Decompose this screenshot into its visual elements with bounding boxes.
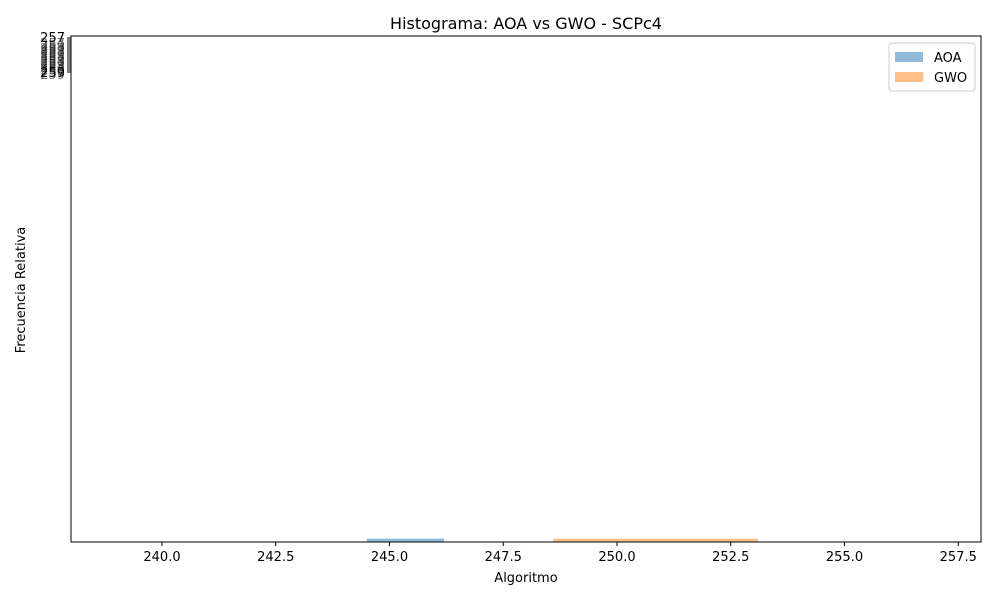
x-tick-label: 252.5 (712, 550, 749, 565)
y-tick-label-overlap: 259 (40, 39, 65, 54)
y-tick-label-overlap: 259 (40, 44, 65, 59)
y-tick-label-overlap: 257 (40, 51, 65, 66)
y-axis-label: Frecuencia Relativa (14, 227, 29, 353)
x-tick-label: 240.0 (143, 550, 180, 565)
y-tick-label-bottom: 259 (40, 66, 65, 81)
y-tick-label-overlap: 259 (40, 59, 65, 74)
legend: AOA GWO (888, 42, 976, 92)
legend-swatch-aoa (895, 52, 923, 62)
legend-label-aoa: AOA (934, 51, 962, 66)
x-tick-label: 255.0 (826, 550, 863, 565)
axes-frame (70, 35, 982, 543)
y-tick-label-overlap: 257 (40, 61, 65, 76)
x-tick-label: 245.0 (371, 550, 408, 565)
x-tick-label: 250.0 (598, 550, 635, 565)
bar-aoa-0 (366, 538, 445, 542)
x-axis-label: Algoritmo (494, 571, 557, 586)
y-tick-label-overlap: 259 (40, 68, 65, 83)
y-tick-label-overlap: 259 (40, 54, 65, 69)
y-tick-label-overlap: 257 (40, 37, 65, 52)
y-tick-label-overlap: 259 (40, 63, 65, 78)
y-tick-label-overlap: 259 (40, 49, 65, 64)
y-tick-label-overlap: 257 (40, 47, 65, 62)
plot-area: 240.0 242.5 245.0 247.5 250.0 252.5 255.0 257.5… (40, 31, 982, 565)
x-tick-label: 247.5 (485, 550, 522, 565)
bar-gwo-0 (553, 538, 759, 542)
y-tick-label-top: 257 (40, 31, 65, 46)
x-tick-label: 257.5 (940, 550, 977, 565)
y-tick-label-overlap: 257 (40, 66, 65, 81)
y-tick-label-overlap: 257 (40, 42, 65, 57)
y-tick-label-overlap: 257 (40, 56, 65, 71)
x-tick-label: 242.5 (257, 550, 294, 565)
legend-label-gwo: GWO (934, 71, 967, 86)
legend-swatch-gwo (895, 72, 923, 82)
chart-title: Histograma: AOA vs GWO - SCPc4 (390, 14, 662, 33)
